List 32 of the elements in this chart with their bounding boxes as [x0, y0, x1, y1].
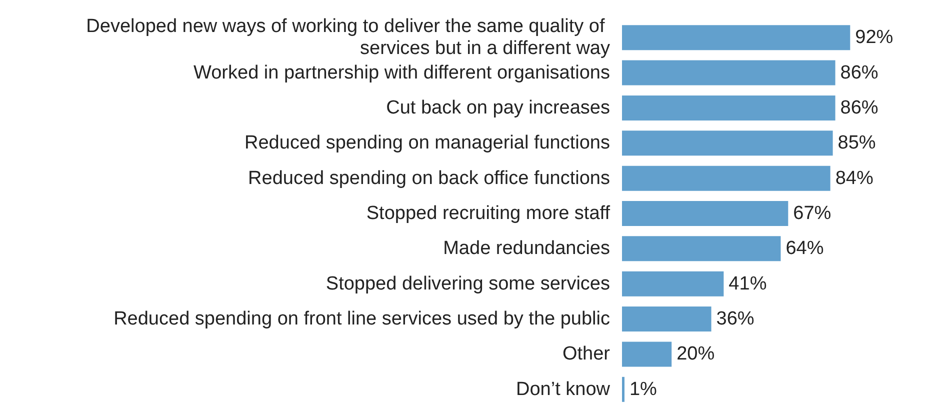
y-tick-label: Developed new ways of working to deliver the same quality of services but in a different way — [86, 16, 610, 60]
data-label: 85% — [838, 132, 876, 154]
bar — [622, 236, 781, 262]
bar — [622, 25, 850, 50]
data-label: 86% — [840, 62, 878, 84]
data-label: 36% — [716, 308, 754, 330]
y-tick-label: Reduced spending on front line services used by the public — [114, 308, 610, 330]
data-label: 92% — [855, 27, 894, 48]
data-label: 20% — [676, 344, 715, 365]
data-label: 84% — [835, 168, 874, 189]
data-label: 67% — [793, 203, 832, 224]
bar — [622, 306, 712, 332]
bar — [622, 201, 788, 226]
y-tick-label: Reduced spending on back office functions — [248, 168, 610, 189]
y-tick-label: Don’t know — [516, 378, 610, 400]
data-label: 86% — [840, 97, 878, 118]
data-label: 1% — [629, 378, 658, 400]
y-tick-label: Worked in partnership with different organisations — [194, 62, 610, 84]
y-tick-label: Reduced spending on managerial functions — [244, 132, 610, 154]
y-tick-label: Stopped delivering some services — [326, 273, 610, 294]
data-label: 41% — [728, 273, 767, 294]
y-tick-label: Made redundancies — [443, 238, 610, 260]
y-tick-label: Other — [562, 344, 611, 365]
bar — [622, 166, 830, 191]
bar — [622, 95, 836, 120]
bar — [622, 130, 833, 156]
bar — [622, 60, 836, 86]
data-label: 64% — [786, 238, 824, 260]
bar — [622, 342, 672, 367]
y-tick-label: Cut back on pay increases — [386, 97, 610, 118]
y-tick-label: Stopped recruiting more staff — [366, 203, 611, 224]
bar — [622, 271, 724, 296]
